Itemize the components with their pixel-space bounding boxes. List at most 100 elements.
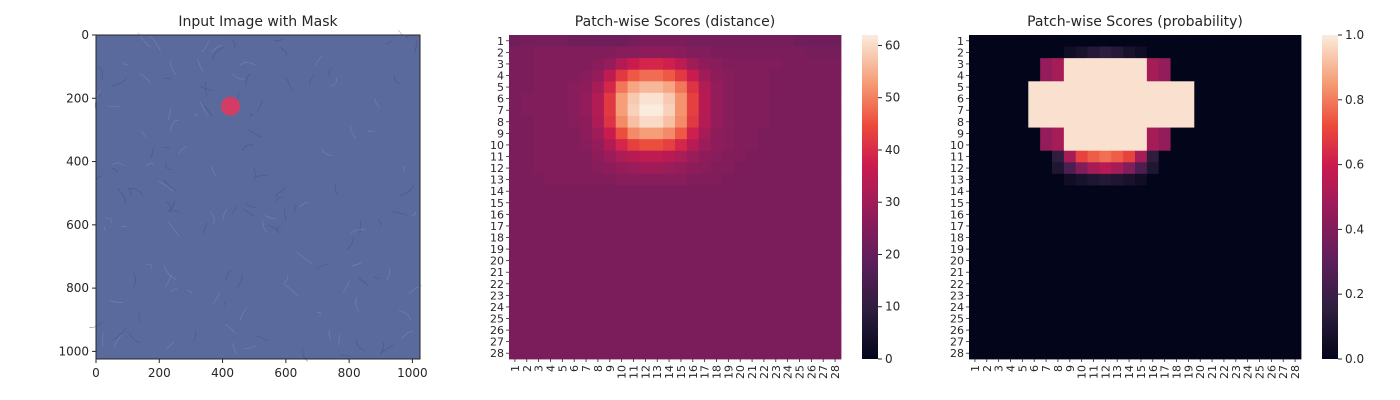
heatmap-cell	[817, 347, 830, 360]
heatmap-cell	[722, 173, 735, 186]
heatmap-cell	[722, 243, 735, 256]
heatmap-cell	[781, 69, 794, 82]
heatmap-cell	[734, 139, 747, 152]
heatmap-cell	[1016, 69, 1029, 82]
heatmap-cell	[1028, 58, 1041, 71]
heatmap-cell	[1277, 127, 1290, 140]
heatmap-cell	[1063, 335, 1077, 348]
heatmap-cell	[651, 266, 664, 279]
heatmap-cell	[544, 208, 557, 221]
heatmap-cell	[1123, 150, 1136, 163]
col-tick-label: 26	[805, 365, 818, 379]
heatmap-cell	[980, 197, 994, 209]
heatmap-cell	[758, 243, 771, 256]
heatmap-cell	[627, 243, 640, 256]
heatmap-cell	[1040, 139, 1053, 152]
heatmap-cell	[615, 289, 628, 302]
col-tick-label: 20	[734, 365, 747, 379]
heatmap-cell	[639, 243, 652, 256]
heatmap-cell	[746, 278, 759, 290]
heatmap-cell	[1052, 197, 1065, 209]
texture-line	[129, 188, 144, 196]
heatmap-cell	[1277, 197, 1290, 209]
title-probability-heatmap: Patch-wise Scores (probability)	[1027, 14, 1243, 30]
row-tick-label: 13	[950, 174, 964, 187]
heatmap-cell	[1111, 104, 1124, 117]
heatmap-cell	[829, 116, 842, 128]
heatmap-cell	[805, 92, 818, 105]
texture-line	[145, 263, 153, 269]
heatmap-cell	[992, 116, 1005, 128]
heatmap-cell	[1158, 231, 1171, 244]
heatmap-cell	[992, 173, 1005, 186]
heatmap-cell	[532, 208, 545, 221]
row-tick-label: 3	[497, 58, 504, 71]
heatmap-cell	[1123, 173, 1136, 186]
heatmap-cell	[1087, 347, 1100, 360]
texture-line	[199, 101, 208, 116]
heatmap-cell	[805, 116, 818, 128]
heatmap-cell	[615, 278, 628, 290]
heatmap-cell	[829, 46, 842, 59]
heatmap-cell	[556, 301, 569, 314]
heatmap-cell	[580, 208, 593, 221]
heatmap-cell	[1182, 220, 1195, 233]
heatmap-cell	[675, 69, 688, 82]
heatmap-cell	[980, 335, 994, 348]
heatmap-cell	[1123, 58, 1136, 71]
heatmap-cell	[829, 197, 842, 209]
heatmap-cell	[1253, 347, 1266, 360]
heatmap-cell	[1099, 289, 1112, 302]
heatmap-cell	[1004, 312, 1017, 325]
heatmap-cell	[746, 162, 759, 175]
heatmap-cell	[1158, 92, 1171, 105]
heatmap-cell	[1123, 116, 1136, 128]
col-tick-label: 12	[1099, 365, 1112, 379]
heatmap-cell	[805, 197, 818, 209]
texture-line	[197, 59, 203, 72]
heatmap-cell	[734, 104, 747, 117]
heatmap-cell	[992, 220, 1005, 233]
heatmap-cell	[758, 208, 771, 221]
heatmap-cell	[1253, 312, 1266, 325]
heatmap-cell	[592, 347, 605, 360]
heatmap-cell	[1289, 104, 1302, 117]
heatmap-cell	[1040, 162, 1053, 175]
heatmap-cell	[793, 81, 806, 94]
heatmap-cell	[769, 116, 783, 128]
heatmap-cell	[1206, 185, 1219, 198]
heatmap-cell	[1135, 301, 1148, 314]
heatmap-cell	[1052, 58, 1065, 71]
heatmap-cell	[509, 220, 522, 233]
heatmap-cell	[544, 335, 557, 348]
texture-line	[165, 342, 175, 350]
heatmap-cell	[1253, 46, 1266, 59]
heatmap-cell	[532, 335, 545, 348]
heatmap-cell	[781, 35, 794, 47]
heatmap-cell	[793, 104, 806, 117]
heatmap-cell	[1253, 58, 1266, 71]
heatmap-cell	[1040, 46, 1053, 59]
heatmap-cell	[1052, 266, 1065, 279]
heatmap-cell	[1182, 58, 1195, 71]
heatmap-cell	[1182, 81, 1195, 94]
heatmap-cell	[734, 231, 747, 244]
heatmap-cell	[992, 92, 1005, 105]
heatmap-cell	[592, 324, 605, 337]
heatmap-cell	[769, 69, 783, 82]
heatmap-cell	[592, 162, 605, 175]
heatmap-cell	[1289, 208, 1302, 221]
row-tick-label: 13	[490, 174, 504, 187]
heatmap-cell	[980, 208, 994, 221]
heatmap-cell	[639, 58, 652, 71]
heatmap-cell	[1040, 335, 1053, 348]
row-tick-label: 26	[950, 324, 964, 337]
heatmap-cell	[1052, 46, 1065, 59]
heatmap-cell	[544, 81, 557, 94]
texture-line	[139, 73, 151, 84]
texture-line	[401, 331, 414, 339]
heatmap-cell	[1146, 139, 1160, 152]
heatmap-cell	[710, 92, 723, 105]
heatmap-cell	[1099, 335, 1112, 348]
